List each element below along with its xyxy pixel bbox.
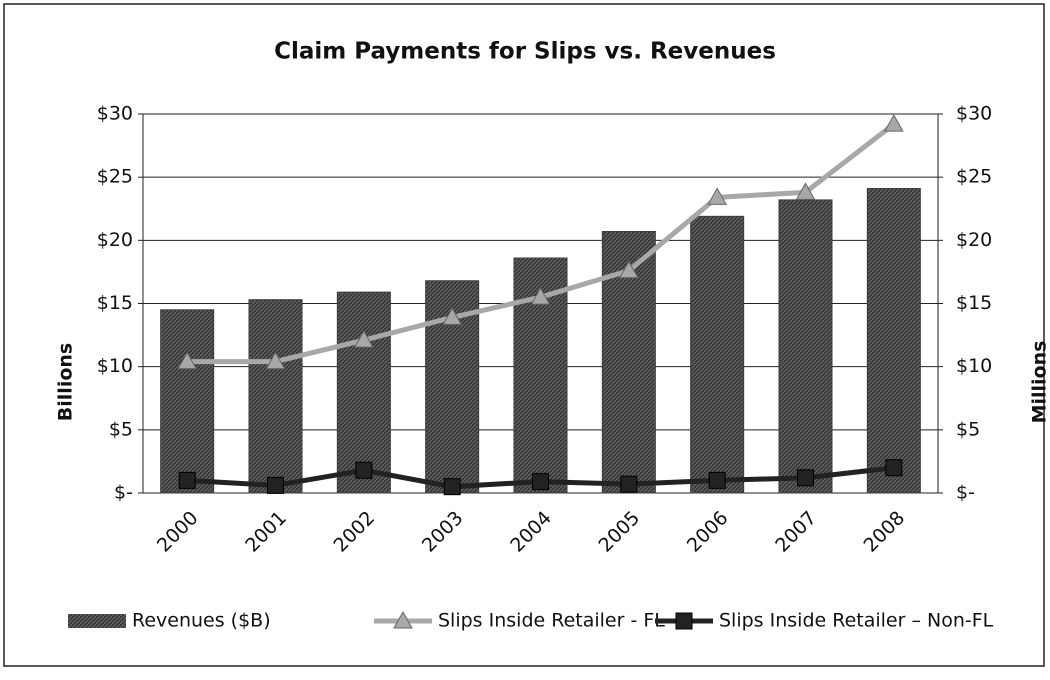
y-tick-label: $10 [97, 355, 133, 377]
point [798, 470, 814, 486]
point [709, 472, 725, 488]
bar [249, 300, 302, 493]
legend-label: Slips Inside Retailer - FL [438, 610, 665, 632]
bar [691, 216, 744, 493]
x-tick-label: 2006 [683, 507, 733, 557]
x-tick-label: 2007 [771, 507, 821, 557]
y2-tick-label: $25 [956, 166, 992, 188]
x-tick-label: 2005 [595, 507, 645, 557]
y-tick-label: $20 [97, 229, 133, 251]
point [885, 115, 903, 131]
legend-label: Slips Inside Retailer – Non-FL [719, 610, 994, 632]
point [621, 476, 637, 492]
point [179, 472, 195, 488]
x-tick-label: 2003 [418, 507, 468, 557]
y2-tick-label: $15 [956, 292, 992, 314]
bar [779, 200, 832, 493]
y-tick-label: $30 [97, 103, 133, 125]
y-tick-label: $- [114, 482, 133, 504]
y-tick-label: $25 [97, 166, 133, 188]
legend-swatch [68, 614, 126, 628]
y-tick-label: $15 [97, 292, 133, 314]
point [886, 460, 902, 476]
x-tick-label: 2001 [241, 507, 291, 557]
y2-tick-label: $- [956, 482, 975, 504]
y2-tick-label: $30 [956, 103, 992, 125]
x-tick-label: 2000 [153, 507, 203, 557]
point [356, 462, 372, 478]
chart-title: Claim Payments for Slips vs. Revenues [274, 39, 776, 65]
legend-label: Revenues ($B) [132, 610, 271, 632]
bar [161, 310, 214, 493]
x-tick-label: 2002 [330, 507, 380, 557]
y-axis-label: Billions [55, 343, 77, 421]
point [444, 479, 460, 495]
y-tick-label: $5 [109, 418, 133, 440]
bar [867, 189, 920, 493]
x-tick-label: 2004 [506, 507, 556, 557]
y2-tick-label: $20 [956, 229, 992, 251]
y2-axis-label: Millions [1029, 341, 1050, 424]
x-tick-label: 2008 [860, 507, 910, 557]
y2-tick-label: $5 [956, 418, 980, 440]
point [268, 477, 284, 493]
point [533, 474, 549, 490]
y2-tick-label: $10 [956, 355, 992, 377]
legend-marker [676, 613, 692, 629]
